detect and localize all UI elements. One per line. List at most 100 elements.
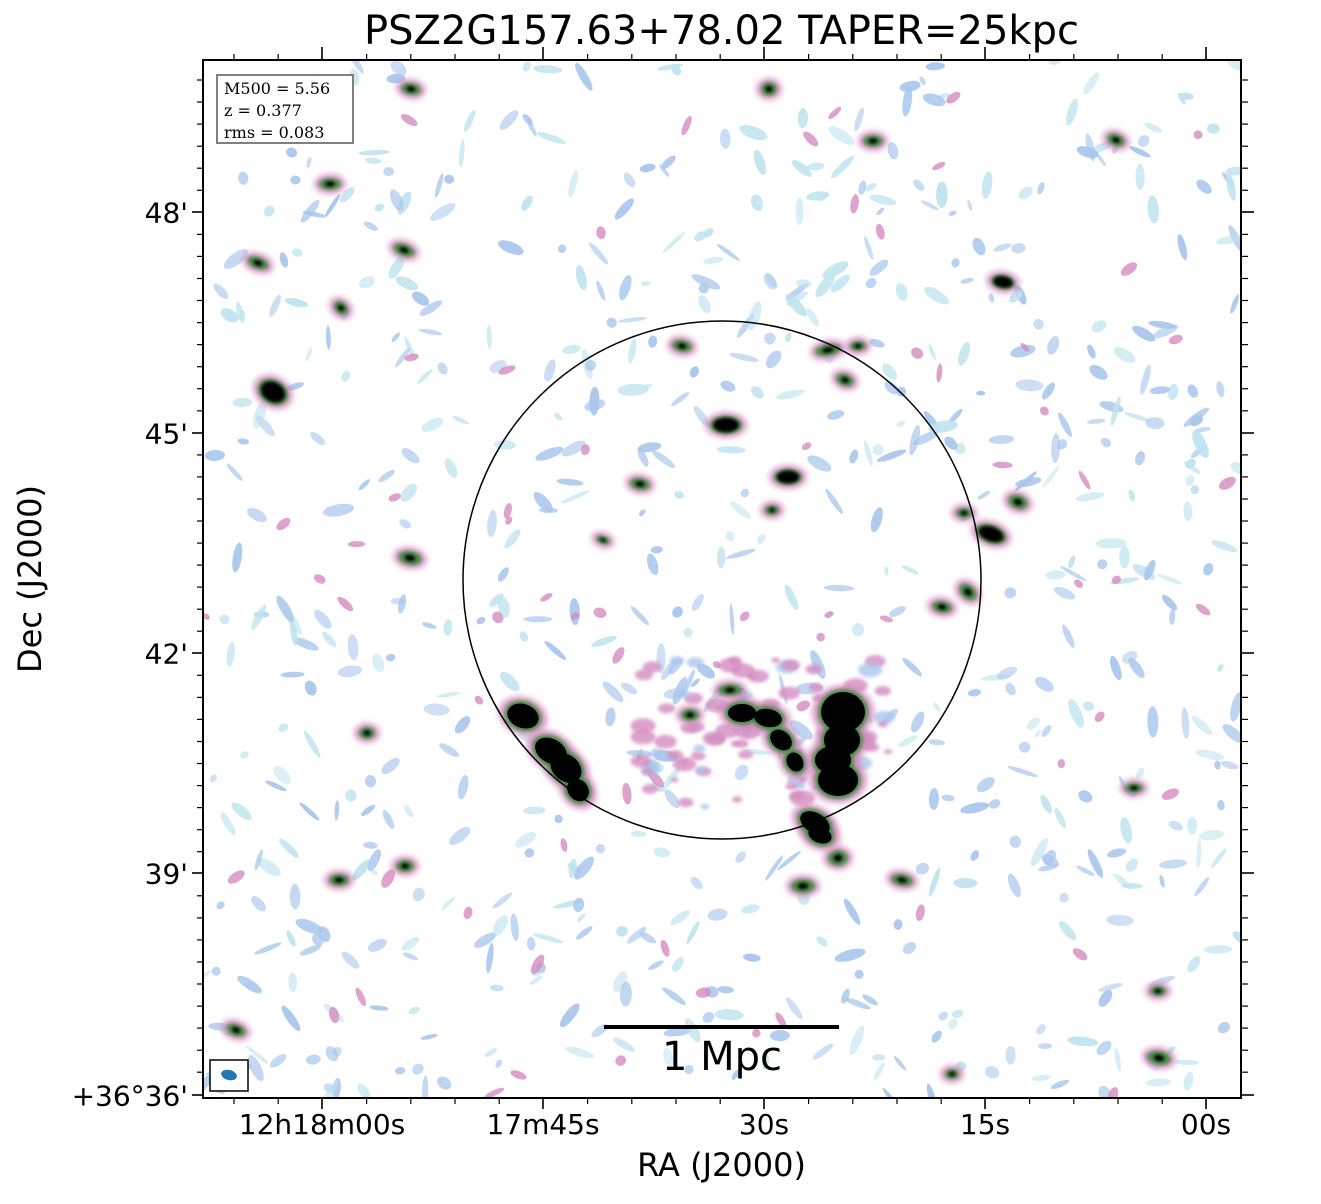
diffuse-emission [650, 748, 664, 756]
noise-blob [1107, 848, 1127, 858]
noise-blob [421, 1075, 429, 1098]
noise-blob [884, 566, 889, 577]
radio-source [769, 465, 807, 489]
noise-blob [341, 951, 360, 969]
noise-blob [630, 830, 647, 838]
noise-blob [822, 261, 849, 279]
noise-blob [492, 611, 504, 624]
noise-blob [232, 542, 243, 573]
noise-blob [1083, 72, 1100, 95]
diffuse-emission [680, 722, 699, 734]
noise-blob [924, 286, 949, 305]
noise-blob [486, 324, 492, 350]
noise-blob [381, 757, 400, 775]
noise-blob [605, 707, 616, 727]
plot-frame [202, 59, 1242, 1099]
noise-blob [862, 994, 878, 1006]
noise-blob [400, 113, 418, 127]
noise-blob [639, 163, 656, 173]
noise-blob [672, 606, 683, 618]
noise-blob [575, 62, 593, 91]
noise-blob [1096, 1040, 1112, 1056]
noise-blob [1038, 864, 1058, 872]
noise-blob [237, 975, 262, 993]
noise-blob [612, 971, 628, 993]
noise-blob [789, 720, 813, 740]
noise-blob [400, 483, 417, 502]
radio-sources [221, 78, 1176, 1083]
noise-blob [292, 637, 319, 651]
noise-blob [363, 841, 378, 849]
r500-circle [462, 320, 982, 840]
noise-blob [876, 207, 885, 216]
noise-blob [661, 767, 681, 791]
noise-blob [1135, 164, 1145, 190]
noise-blob [523, 806, 546, 815]
noise-blob [752, 1028, 761, 1038]
noise-blob [1217, 799, 1225, 811]
noise-blob [286, 930, 296, 947]
noise-blob [1226, 173, 1236, 201]
noise-blob [1011, 243, 1026, 254]
noise-blob [795, 197, 804, 226]
noise-blob [484, 1047, 497, 1058]
noise-blob [988, 293, 995, 303]
beam-box [209, 1059, 249, 1092]
noise-blob [544, 640, 567, 660]
noise-blob [646, 553, 659, 576]
noise-blob [437, 1076, 452, 1090]
noise-blob [653, 847, 670, 858]
noise-blob [717, 986, 734, 994]
noise-blob [510, 913, 519, 942]
y-tick-label: 39' [144, 857, 188, 891]
noise-blob [523, 616, 553, 623]
info-rms: rms = 0.083 [224, 123, 325, 142]
noise-blob [872, 1054, 886, 1061]
noise-blob [591, 635, 617, 647]
noise-blob [492, 892, 513, 909]
radio-source [242, 252, 274, 274]
noise-blob [1125, 858, 1138, 872]
noise-blob [915, 904, 925, 921]
noise-blob [879, 615, 893, 623]
noise-blob [529, 975, 543, 985]
noise-blob [870, 507, 883, 533]
noise-blob [476, 616, 486, 625]
noise-blob [325, 194, 341, 217]
noise-blob [580, 444, 590, 456]
noise-blob [828, 126, 855, 145]
radio-source [625, 473, 655, 495]
noise-blob [834, 948, 866, 962]
noise-blob [329, 1006, 340, 1024]
radio-source [221, 1019, 251, 1041]
noise-blob [695, 987, 712, 998]
diffuse-emission [634, 669, 654, 681]
noise-blob [948, 408, 963, 425]
noise-blob [1177, 234, 1188, 261]
noise-blob [247, 508, 267, 523]
noise-blob [325, 325, 331, 350]
noise-blob [251, 604, 267, 630]
noise-blob [734, 764, 749, 781]
noise-blob [750, 194, 763, 211]
noise-blob [703, 228, 714, 238]
noise-blob [290, 175, 301, 185]
extended-source [806, 685, 874, 803]
noise-blob [304, 680, 317, 696]
noise-blob [1218, 476, 1236, 490]
info-redshift: z = 0.377 [224, 101, 302, 120]
noise-blob [1204, 945, 1233, 954]
radio-source [354, 723, 380, 743]
noise-blob [299, 944, 322, 956]
noise-blob [1015, 477, 1042, 488]
noise-blob [1059, 921, 1077, 940]
noise-blob [919, 76, 926, 85]
x-tick-label: 00s [1180, 1108, 1232, 1141]
noise-blob [707, 908, 728, 921]
noise-blob [452, 415, 470, 425]
noise-blob [1192, 430, 1209, 458]
noise-blob [1147, 195, 1159, 224]
noise-blob [1174, 1059, 1200, 1065]
noise-blob [538, 507, 559, 514]
